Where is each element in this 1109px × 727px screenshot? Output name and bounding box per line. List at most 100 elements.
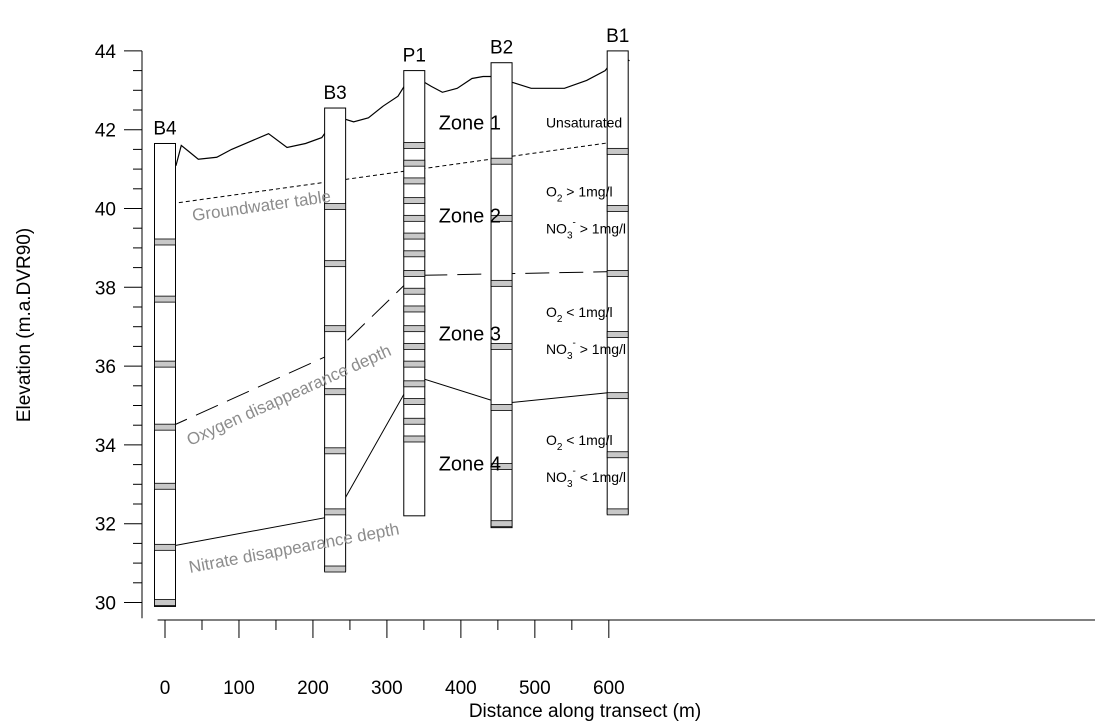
well-screen — [403, 417, 426, 425]
well-b4: B4 — [153, 118, 177, 607]
well-screen — [154, 360, 176, 368]
well-screen — [324, 325, 347, 333]
well-column — [324, 107, 347, 572]
x-tick-label: 300 — [371, 678, 403, 699]
condition-text: Unsaturated — [546, 115, 622, 131]
well-screen — [606, 270, 629, 277]
y-tick-label: 42 — [95, 121, 116, 142]
well-screen — [403, 232, 426, 240]
zone-condition: O2 > 1mg/l NO3- > 1mg/l — [546, 184, 626, 242]
well-screen — [403, 159, 426, 167]
y-axis-title: Elevation (m.a.DVR90) — [14, 228, 35, 422]
zone-condition: O2 < 1mg/l NO3- < 1mg/l — [546, 432, 626, 490]
condition-text: NO3- > 1mg/l — [546, 218, 626, 242]
well-column — [154, 142, 176, 607]
well-screen — [154, 599, 176, 606]
well-screen — [403, 380, 426, 388]
well-screen — [606, 392, 629, 400]
zone-label: Zone 1 — [439, 113, 501, 135]
well-screen — [403, 197, 426, 205]
condition-text: NO3- > 1mg/l — [546, 338, 626, 362]
well-screen — [606, 508, 629, 516]
x-tick-label: 100 — [223, 678, 255, 699]
well-screen — [490, 279, 513, 287]
x-tick-label: 400 — [445, 678, 477, 699]
well-screen — [324, 260, 347, 268]
well-screen — [606, 331, 629, 338]
groundwater-table-label: Groundwater table — [191, 187, 332, 225]
well-screen — [490, 342, 513, 350]
well-screen — [403, 325, 426, 333]
well-screen — [403, 305, 426, 313]
well-screen — [490, 520, 513, 528]
ground-surface-line — [164, 54, 630, 167]
y-axis: 30 32 34 36 38 40 42 44 — [95, 42, 143, 619]
well-screen — [490, 214, 513, 222]
well-column — [490, 62, 513, 529]
well-screen — [403, 270, 426, 277]
well-screen — [403, 177, 426, 185]
x-axis: 0 100 200 300 400 500 600 — [157, 619, 1095, 699]
zone-condition: Unsaturated — [546, 115, 622, 131]
well-screen — [154, 482, 176, 490]
well-screen — [324, 203, 347, 210]
well-screen — [154, 543, 176, 551]
well-label: B3 — [324, 83, 347, 104]
well-b2: B2 — [490, 38, 513, 529]
x-tick-label: 600 — [593, 678, 625, 699]
well-label: B4 — [153, 118, 177, 139]
y-tick-label: 32 — [95, 515, 116, 536]
well-screen — [403, 287, 426, 295]
y-tick-label: 40 — [95, 200, 116, 221]
well-b1: B1 — [606, 26, 629, 516]
well-screen — [324, 565, 347, 573]
well-screen — [606, 147, 629, 155]
zone-label: Zone 2 — [439, 205, 501, 227]
well-screen — [403, 342, 426, 350]
well-screen — [606, 451, 629, 459]
zone-condition: O2 < 1mg/l NO3- > 1mg/l — [546, 304, 626, 362]
x-tick-label: 500 — [519, 678, 551, 699]
well-screen — [403, 214, 426, 222]
well-screen — [403, 142, 426, 149]
y-tick-label: 36 — [95, 357, 116, 378]
well-p1: P1 — [403, 46, 426, 517]
nitrate-depth-label: Nitrate disappearance depth — [187, 519, 400, 577]
y-tick-label: 34 — [95, 436, 117, 457]
well-screen — [403, 360, 426, 368]
x-tick-label: 0 — [160, 678, 171, 699]
y-tick-label: 38 — [95, 278, 116, 299]
well-screen — [490, 404, 513, 411]
well-label: B2 — [490, 38, 513, 59]
well-screen — [606, 205, 629, 212]
well-screen — [403, 398, 426, 405]
well-screen — [490, 463, 513, 470]
well-screen — [154, 423, 176, 431]
well-screen — [154, 295, 176, 303]
x-tick-label: 200 — [297, 678, 329, 699]
condition-text: O2 < 1mg/l — [546, 304, 613, 325]
well-screen — [490, 157, 513, 165]
condition-text: NO3- < 1mg/l — [546, 466, 626, 490]
condition-text: O2 < 1mg/l — [546, 432, 613, 453]
zone-label: Zone 4 — [439, 454, 501, 476]
well-screen — [324, 388, 347, 396]
well-screen — [154, 238, 176, 246]
oxygen-depth-label: Oxygen disappearance depth — [184, 341, 394, 450]
well-screen — [324, 508, 347, 516]
well-label: P1 — [403, 46, 426, 67]
well-screen — [403, 250, 426, 258]
oxygen-depth-line — [164, 271, 618, 430]
x-axis-title: Distance along transect (m) — [469, 701, 701, 722]
well-label: B1 — [606, 26, 629, 47]
y-tick-label: 44 — [95, 42, 117, 63]
well-screen — [403, 435, 426, 443]
well-screen — [324, 447, 347, 455]
y-tick-label: 30 — [95, 594, 116, 615]
wells: B4 B3 P1 B2 B1 — [153, 26, 629, 607]
zone-label: Zone 3 — [439, 323, 501, 345]
well-b3: B3 — [324, 83, 347, 573]
groundwater-table-line — [164, 141, 618, 206]
